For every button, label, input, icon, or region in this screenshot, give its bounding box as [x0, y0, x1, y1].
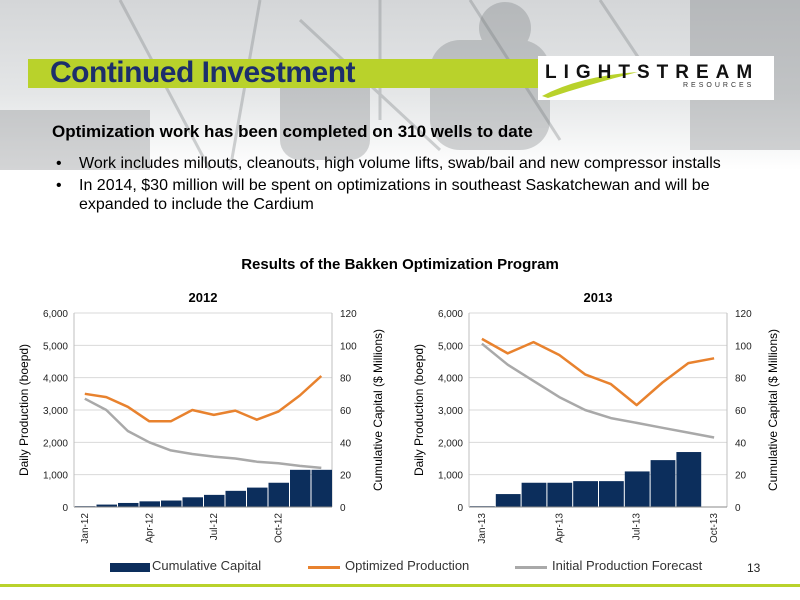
y-tick-label: 5,000	[438, 341, 463, 352]
bullet-list: • Work includes millouts, cleanouts, hig…	[56, 154, 766, 217]
capital-bar	[139, 501, 160, 507]
y2-tick-label: 40	[340, 438, 352, 449]
x-tick-label: Jan-12	[80, 513, 91, 544]
page-title: Continued Investment	[50, 56, 356, 89]
legend-swatch-forecast	[515, 566, 547, 569]
y2-tick-label: 80	[735, 374, 747, 385]
logo-swoosh-icon	[542, 72, 638, 98]
y2-tick-label: 40	[735, 438, 747, 449]
y2-tick-label: 20	[340, 471, 352, 482]
y-tick-label: 2,000	[438, 438, 463, 449]
section-subtitle: Optimization work has been completed on …	[52, 122, 533, 141]
bullet-text: Work includes millouts, cleanouts, high …	[79, 155, 721, 172]
y2-tick-label: 120	[340, 309, 357, 320]
chart-2013: 2013 0 1,000 2,000 3,000 4,000 5,000 6,000 0 20 40…	[405, 286, 790, 561]
chart-2013-svg: 2013 0 1,000 2,000 3,000 4,000 5,000 6,000 0 20 40…	[412, 290, 780, 544]
chart-2012-svg: 2012 0 1,000 2,000 3,000 4,000 5,000 6,000 0 20 40…	[17, 290, 385, 544]
x-tick-label: Jul-13	[632, 513, 643, 541]
capital-bar	[290, 469, 311, 507]
y-tick-label: 4,000	[438, 374, 463, 385]
legend-forecast: Initial Production Forecast	[552, 558, 703, 573]
y-tick-label: 4,000	[43, 374, 68, 385]
chart-title: 2013	[584, 290, 613, 305]
x-tick-label: Apr-13	[554, 513, 565, 543]
capital-bar	[650, 460, 676, 507]
optimized-production-line	[481, 337, 715, 407]
capital-bar	[247, 487, 268, 507]
bullet-text: In 2014, $30 million will be spent on op…	[79, 177, 710, 213]
x-tick-label: Oct-13	[709, 513, 720, 543]
bullet-item: • Work includes millouts, cleanouts, hig…	[56, 154, 766, 173]
capital-bar	[182, 497, 203, 507]
y2-tick-label: 80	[340, 374, 352, 385]
capital-bar	[599, 481, 624, 507]
y2-axis-title: Cumulative Capital ($ Millions)	[371, 329, 385, 491]
capital-bar	[118, 502, 139, 507]
capital-bar	[268, 482, 289, 507]
y2-tick-label: 20	[735, 471, 747, 482]
capital-bar	[676, 452, 702, 507]
capital-bar	[547, 482, 573, 507]
legend-swatch-optimized	[308, 566, 340, 569]
bullet-dot: •	[56, 155, 62, 172]
capital-bar	[624, 471, 650, 507]
y2-tick-label: 60	[340, 406, 352, 417]
legend-capital: Cumulative Capital	[152, 558, 262, 573]
chart-2012: 2012 0 1,000 2,000 3,000 4,000 5,000 6,000 0 20 40…	[10, 286, 395, 561]
y2-tick-label: 60	[735, 406, 747, 417]
y-tick-label: 1,000	[438, 471, 463, 482]
y-tick-label: 0	[62, 503, 68, 514]
legend-optimized: Optimized Production	[345, 558, 470, 573]
y-tick-label: 3,000	[438, 406, 463, 417]
capital-bar	[225, 490, 246, 507]
y-tick-label: 6,000	[43, 309, 68, 320]
y2-axis-title: Cumulative Capital ($ Millions)	[766, 329, 780, 491]
y-tick-label: 0	[457, 503, 463, 514]
chart-title: 2012	[189, 290, 218, 305]
y2-tick-label: 100	[340, 341, 357, 352]
legend-swatch-capital	[110, 563, 150, 572]
logo-text: LIGHTSTREAM	[545, 62, 760, 83]
capital-bar	[521, 482, 547, 507]
initial-forecast-line	[481, 342, 715, 439]
y-tick-label: 6,000	[438, 309, 463, 320]
bullet-dot: •	[56, 177, 62, 194]
x-tick-label: Apr-12	[144, 513, 155, 543]
x-tick-label: Jan-13	[477, 513, 488, 544]
chart-legend: Cumulative Capital Optimized Production …	[110, 558, 750, 578]
y2-tick-label: 120	[735, 309, 752, 320]
y-axis-title: Daily Production (boepd)	[17, 344, 31, 476]
y-tick-label: 2,000	[43, 438, 68, 449]
logo	[538, 56, 774, 100]
bullet-item: • In 2014, $30 million will be spent on …	[56, 176, 766, 214]
y2-tick-label: 100	[735, 341, 752, 352]
y-axis-title: Daily Production (boepd)	[412, 344, 426, 476]
x-tick-label: Jul-12	[209, 513, 220, 541]
x-tick-label: Oct-12	[273, 513, 284, 543]
y-tick-label: 5,000	[43, 341, 68, 352]
y2-tick-label: 0	[735, 503, 741, 514]
y2-tick-label: 0	[340, 503, 346, 514]
bottom-accent-line	[0, 584, 800, 587]
initial-forecast-line	[84, 397, 322, 470]
capital-bar	[161, 500, 182, 507]
optimized-production-line	[84, 375, 323, 423]
page-number: 13	[747, 561, 761, 575]
capital-bar	[573, 481, 598, 507]
title-accent-bar	[28, 59, 538, 88]
capital-bar	[96, 504, 117, 507]
capital-bar	[495, 494, 521, 507]
program-title: Results of the Bakken Optimization Progr…	[241, 256, 559, 273]
y-tick-label: 1,000	[43, 471, 68, 482]
y-tick-label: 3,000	[43, 406, 68, 417]
logo-subtext: RESOURCES	[683, 82, 755, 89]
capital-bar	[204, 494, 225, 507]
capital-bar	[311, 469, 332, 507]
